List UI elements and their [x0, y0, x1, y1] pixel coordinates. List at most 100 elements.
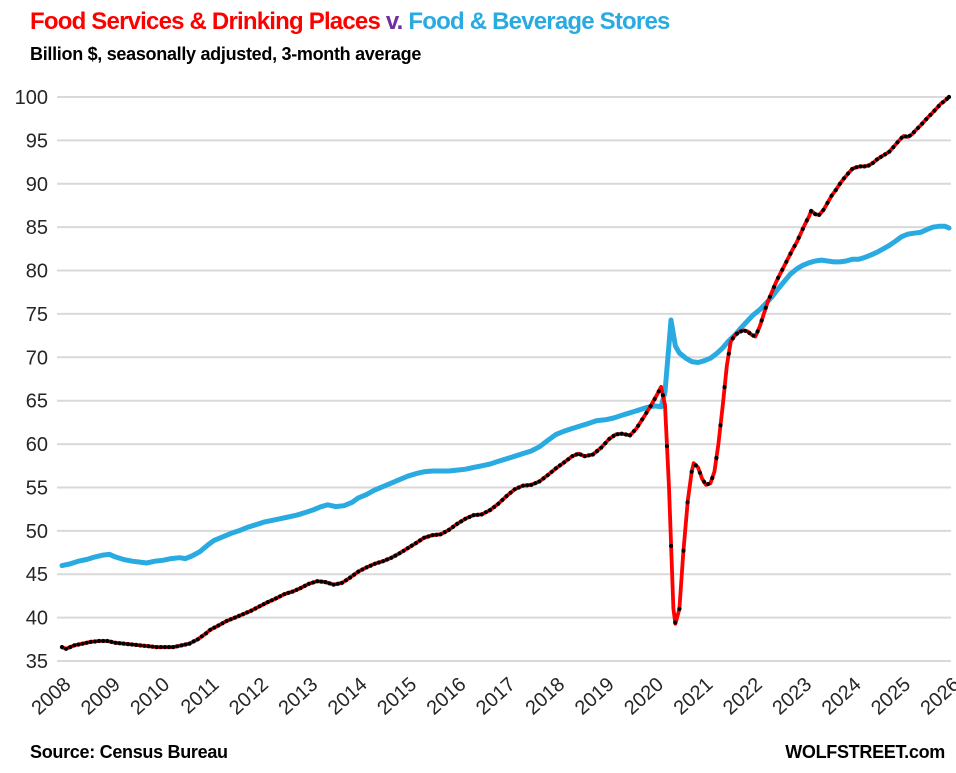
data-point-marker — [101, 638, 106, 644]
data-point-marker — [183, 642, 188, 647]
data-point-marker — [360, 567, 365, 572]
data-point-marker — [245, 610, 250, 615]
data-point-marker — [747, 330, 752, 335]
x-axis-tick-label: 2018 — [521, 673, 569, 719]
data-point-marker — [302, 583, 307, 589]
title-vs: v. — [385, 8, 403, 35]
food-services-drinking-places-line — [60, 95, 951, 651]
data-point-marker — [936, 104, 941, 109]
data-point-marker — [418, 538, 423, 543]
data-point-marker — [932, 108, 937, 113]
data-point-marker — [315, 579, 320, 584]
data-point-marker — [166, 645, 172, 650]
x-axis-tick-label: 2014 — [324, 673, 372, 719]
data-point-marker — [220, 621, 225, 626]
data-point-marker — [603, 441, 608, 446]
data-point-marker — [191, 639, 196, 644]
y-axis-tick-label: 95 — [26, 130, 48, 152]
y-axis-tick-label: 70 — [26, 347, 48, 369]
data-point-marker — [578, 452, 583, 457]
data-point-marker — [813, 212, 818, 217]
data-point-marker — [162, 645, 167, 650]
data-point-marker — [697, 470, 703, 475]
data-point-marker — [623, 432, 629, 437]
data-point-marker — [660, 393, 666, 398]
data-point-marker — [516, 485, 521, 490]
data-point-marker — [878, 154, 884, 159]
data-point-marker — [685, 500, 690, 505]
data-point-marker — [397, 551, 402, 556]
data-point-marker — [866, 163, 871, 168]
data-point-marker — [113, 640, 118, 645]
data-point-marker — [467, 514, 472, 520]
data-point-marker — [236, 613, 242, 619]
data-point-marker — [607, 436, 612, 441]
data-point-marker — [249, 608, 254, 613]
data-point-marker — [570, 454, 575, 459]
data-point-marker — [171, 645, 176, 650]
data-point-marker — [850, 166, 855, 172]
data-point-marker — [590, 452, 596, 457]
data-point-marker — [545, 473, 550, 478]
x-axis-tick-label: 2019 — [571, 673, 619, 719]
y-axis-tick-label: 75 — [26, 304, 48, 326]
data-point-marker — [541, 476, 546, 481]
data-point-marker — [261, 602, 266, 607]
data-point-marker — [574, 452, 579, 457]
page-title: Food Services & Drinking Places v. Food … — [30, 8, 670, 36]
data-point-marker — [940, 100, 945, 105]
data-point-marker — [562, 460, 567, 465]
data-point-marker — [356, 569, 361, 574]
data-point-marker — [796, 235, 801, 240]
data-point-marker — [319, 579, 324, 584]
data-point-marker — [504, 494, 509, 499]
data-point-marker — [557, 463, 563, 468]
data-point-marker — [689, 469, 694, 474]
data-point-marker — [80, 641, 85, 646]
data-point-marker — [817, 212, 822, 217]
data-point-marker — [792, 243, 797, 249]
data-point-marker — [138, 643, 143, 648]
x-axis-tick-label: 2021 — [670, 673, 718, 719]
data-point-marker — [282, 592, 287, 597]
data-point-marker — [907, 133, 912, 138]
data-point-marker — [582, 454, 587, 459]
data-point-marker — [883, 152, 888, 157]
data-point-marker — [298, 585, 303, 591]
data-point-marker — [434, 532, 439, 537]
data-point-marker — [636, 423, 641, 428]
x-axis-tick-label: 2023 — [768, 673, 816, 719]
title-food-beverage: Food & Beverage Stores — [408, 8, 670, 35]
data-point-marker — [409, 543, 414, 548]
data-point-marker — [204, 631, 209, 636]
data-point-marker — [755, 329, 760, 334]
data-point-marker — [492, 504, 497, 510]
data-point-marker — [84, 640, 89, 645]
data-point-marker — [129, 642, 135, 647]
x-axis-tick-label: 2020 — [620, 673, 668, 719]
data-point-marker — [800, 226, 805, 231]
data-point-marker — [537, 479, 542, 484]
data-point-marker — [718, 423, 723, 428]
data-point-marker — [438, 532, 443, 537]
data-point-marker — [619, 431, 624, 436]
data-point-marker — [739, 329, 744, 334]
data-point-marker — [483, 510, 488, 515]
data-point-marker — [804, 218, 810, 223]
data-point-marker — [331, 582, 336, 587]
x-axis-tick-label: 2012 — [225, 673, 273, 719]
data-point-marker — [846, 171, 851, 176]
y-axis-tick-label: 90 — [26, 174, 48, 196]
data-point-marker — [566, 457, 571, 462]
y-axis-tick-label: 45 — [26, 564, 48, 586]
data-point-marker — [459, 519, 464, 524]
data-point-marker — [134, 642, 139, 648]
data-point-marker — [59, 645, 65, 650]
data-point-marker — [224, 618, 229, 624]
data-point-marker — [874, 157, 880, 162]
data-point-marker — [533, 481, 538, 486]
data-point-marker — [928, 112, 933, 117]
data-point-marker — [253, 606, 258, 611]
data-point-marker — [730, 336, 736, 341]
data-point-marker — [463, 516, 468, 521]
